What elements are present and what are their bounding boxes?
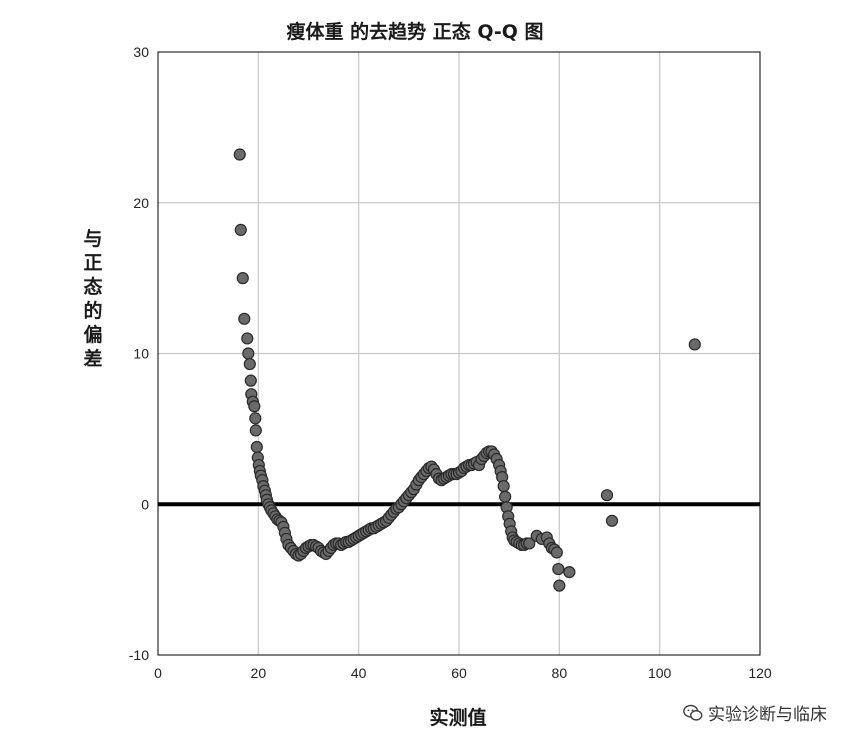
data-point [499,490,512,503]
chart-title: 瘦体重 的去趋势 正态 Q-Q 图 [286,20,543,43]
data-point [497,480,510,493]
data-point [553,579,566,592]
y-axis-label-char: 偏 [83,323,102,346]
watermark-text: 实验诊断与临床 [708,705,827,725]
data-point [563,565,576,579]
data-point [238,312,251,325]
data-point [236,272,249,285]
data-point [242,347,255,360]
data-point [233,148,246,161]
data-point [234,223,247,236]
x-tick-label: 80 [552,665,568,681]
x-tick-label: 20 [251,665,267,681]
x-tick-label: 0 [154,665,162,681]
data-point [688,338,701,351]
y-axis-label-char: 正 [83,252,102,274]
wechat-icon [683,704,703,721]
y-axis-label-char: 差 [83,347,102,370]
y-tick-label: 10 [133,346,149,362]
y-tick-label: 30 [133,44,149,60]
points-group [233,148,701,592]
data-point [250,440,263,454]
y-axis-label: 与正态的偏差 [83,228,102,370]
y-tick-labels: -10 0 10 20 30 [129,44,149,663]
y-axis-label-char: 态 [83,275,102,298]
data-point [244,374,257,387]
x-tick-label: 40 [351,665,367,681]
data-point [248,400,261,413]
data-point [243,357,256,371]
x-tick-label: 100 [648,665,672,681]
y-axis-label-char: 的 [83,299,102,322]
data-point [249,412,262,425]
data-point [241,332,254,345]
watermark: 实验诊断与临床 [682,700,827,725]
data-point [523,537,536,550]
y-axis-label-char: 与 [83,228,102,250]
data-point [605,514,619,527]
y-tick-label: -10 [129,647,149,663]
x-tick-label: 60 [451,665,467,681]
y-tick-label: 20 [133,195,149,211]
data-point [550,546,563,559]
data-point [249,424,262,437]
x-axis-label: 实测值 [429,706,486,729]
data-point [600,489,614,502]
plot-frame [157,51,761,656]
y-tick-label: 0 [141,496,149,512]
x-tick-labels: 0 20 40 60 80 100 120 [154,665,772,681]
data-point [552,562,565,576]
x-tick-label: 120 [748,665,772,681]
